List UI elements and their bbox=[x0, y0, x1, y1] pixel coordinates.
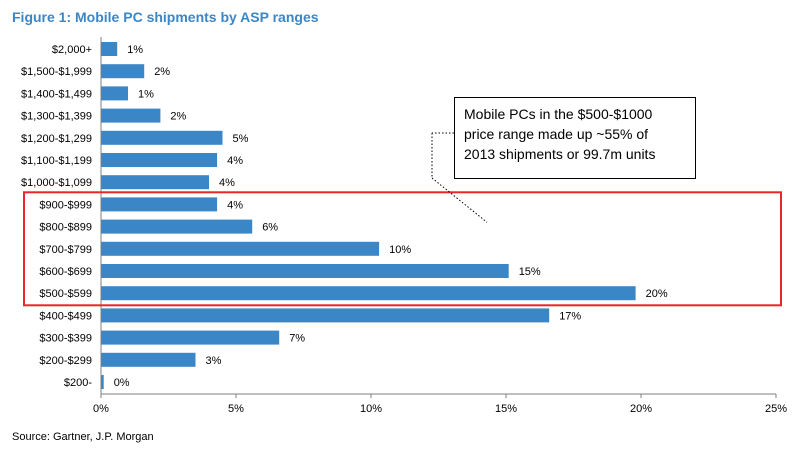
category-label: $600-$699 bbox=[39, 266, 92, 278]
bar bbox=[101, 264, 509, 278]
callout-leader-diagonal bbox=[431, 177, 488, 223]
category-label: $1,500-$1,999 bbox=[21, 66, 92, 78]
value-label: 7% bbox=[289, 333, 305, 345]
chart-title: Figure 1: Mobile PC shipments by ASP ran… bbox=[12, 9, 319, 25]
bar bbox=[101, 330, 280, 345]
category-label: $500-$599 bbox=[39, 288, 92, 300]
value-label: 10% bbox=[389, 244, 411, 256]
x-tick-label: 10% bbox=[360, 403, 382, 415]
x-tick-label: 5% bbox=[228, 403, 244, 415]
value-label: 17% bbox=[559, 310, 581, 322]
bar bbox=[101, 219, 253, 234]
value-label: 4% bbox=[219, 177, 235, 189]
category-label: $800-$899 bbox=[39, 222, 92, 234]
value-label: 1% bbox=[127, 44, 143, 56]
category-label: $1,300-$1,399 bbox=[21, 111, 92, 123]
value-label: 0% bbox=[114, 377, 130, 389]
category-labels: $2,000+ $1,500-$1,999 $1,400-$1,499 $1,300-… bbox=[21, 44, 92, 389]
bar bbox=[101, 86, 128, 101]
highlight-group bbox=[23, 132, 782, 307]
value-label: 15% bbox=[519, 266, 541, 278]
category-label: $300-$399 bbox=[39, 333, 92, 345]
bar bbox=[101, 286, 636, 301]
bar bbox=[101, 241, 380, 256]
x-axis: 0% 5% 10% 15% 20% 25% bbox=[93, 37, 787, 415]
bars bbox=[101, 42, 636, 389]
category-label: $400-$499 bbox=[39, 310, 92, 322]
x-tick-label: 25% bbox=[765, 403, 787, 415]
source-note: Source: Gartner, J.P. Morgan bbox=[12, 431, 154, 443]
bar bbox=[101, 130, 223, 145]
x-tick-label: 0% bbox=[93, 403, 109, 415]
highlight-box bbox=[23, 191, 782, 307]
category-label: $900-$999 bbox=[39, 199, 92, 211]
bar bbox=[101, 375, 104, 389]
value-label: 5% bbox=[233, 133, 249, 145]
bar bbox=[101, 64, 145, 79]
category-label: $1,400-$1,499 bbox=[21, 88, 92, 100]
category-label: $200- bbox=[64, 377, 92, 389]
x-tick-label: 15% bbox=[495, 403, 517, 415]
callout-line-2: price range made up ~55% of bbox=[464, 126, 649, 142]
callout-line-3: 2013 shipments or 99.7m units bbox=[464, 146, 656, 162]
value-label: 2% bbox=[154, 66, 170, 78]
category-label: $1,000-$1,099 bbox=[21, 177, 92, 189]
value-label: 4% bbox=[227, 155, 243, 167]
bar bbox=[101, 42, 118, 56]
category-label: $1,200-$1,299 bbox=[21, 133, 92, 145]
x-tick-label: 20% bbox=[630, 403, 652, 415]
bar bbox=[101, 197, 218, 212]
bar bbox=[101, 352, 196, 367]
callout-box: Mobile PCs in the $500-$1000 price range… bbox=[454, 97, 696, 179]
bar bbox=[101, 175, 209, 190]
value-labels: 1%2%1%2%5%4%4%4%6%10%15%20%17%7%3%0% bbox=[114, 44, 668, 389]
category-label: $2,000+ bbox=[52, 44, 92, 56]
category-label: $700-$799 bbox=[39, 244, 92, 256]
category-label: $200-$299 bbox=[39, 355, 92, 367]
value-label: 2% bbox=[170, 111, 186, 123]
value-label: 1% bbox=[138, 88, 154, 100]
category-label: $1,100-$1,199 bbox=[21, 155, 92, 167]
bar bbox=[101, 108, 161, 123]
value-label: 6% bbox=[262, 222, 278, 234]
value-label: 4% bbox=[227, 199, 243, 211]
value-label: 20% bbox=[646, 288, 668, 300]
bar bbox=[101, 153, 218, 167]
value-label: 3% bbox=[206, 355, 222, 367]
callout-line-1: Mobile PCs in the $500-$1000 bbox=[464, 106, 653, 122]
bar bbox=[101, 308, 550, 323]
